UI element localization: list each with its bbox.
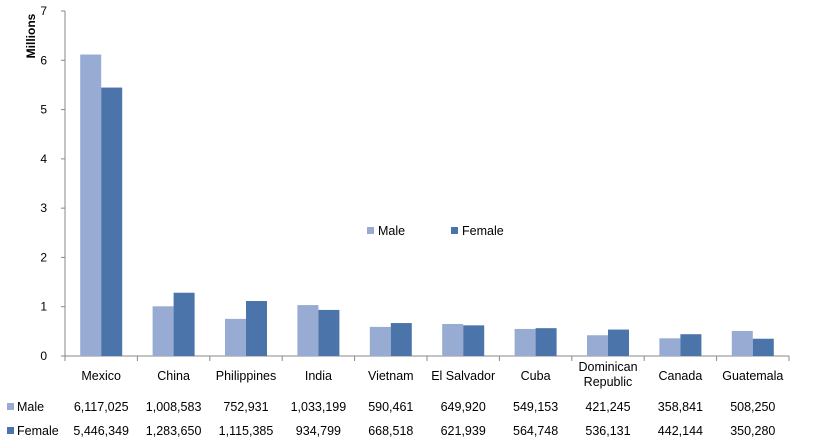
bar-male [225, 318, 246, 356]
y-tick-label: 3 [40, 201, 47, 215]
table-cell: 549,153 [513, 400, 558, 414]
legend-label-male: Male [378, 224, 405, 238]
table-cell: 358,841 [658, 400, 703, 414]
category-labels: Mexico China Philippines India Vietnam El Sal… [81, 360, 783, 389]
y-axis-label: Millions [24, 13, 38, 58]
legend-swatch-male [367, 227, 374, 234]
table-cell: 421,245 [585, 400, 630, 414]
legend: Male Female [367, 224, 504, 238]
category-label: El Salvador [431, 369, 495, 383]
y-tick-label: 5 [40, 103, 47, 117]
y-tick-label: 1 [40, 300, 47, 314]
table-cell: 649,920 [441, 400, 486, 414]
table-cell: 621,939 [441, 424, 486, 438]
table-cell: 1,008,583 [146, 400, 202, 414]
table-swatch-female [7, 427, 14, 434]
bar-male [80, 54, 102, 356]
table-cell: 752,931 [223, 400, 268, 414]
y-tick-label: 7 [40, 4, 47, 18]
bar-male [659, 338, 681, 356]
category-label: Philippines [216, 369, 276, 383]
table-cell: 1,283,650 [146, 424, 202, 438]
table-row-label: Male [17, 400, 44, 414]
table-cell: 564,748 [513, 424, 558, 438]
table-cell: 536,131 [585, 424, 630, 438]
y-tick-label: 0 [40, 349, 47, 363]
y-tick-label: 4 [40, 152, 47, 166]
legend-swatch-female [451, 227, 458, 234]
bar-male [731, 330, 753, 356]
y-tick-label: 6 [40, 53, 47, 67]
category-label: Canada [659, 369, 703, 383]
bar-male [587, 335, 608, 356]
category-label: Cuba [521, 369, 551, 383]
bar-female [680, 334, 702, 356]
table-cell: 934,799 [296, 424, 341, 438]
bar-male [152, 306, 174, 356]
bar-female [318, 309, 340, 356]
table-cell: 5,446,349 [73, 424, 129, 438]
bar-female [173, 292, 195, 356]
table-cell: 6,117,025 [74, 400, 129, 414]
bar-female [390, 323, 412, 356]
bar-male [297, 305, 319, 356]
table-cell: 508,250 [730, 400, 775, 414]
category-label: Dominican [578, 360, 637, 374]
bar-female [752, 338, 774, 356]
table-cell: 1,115,385 [219, 424, 274, 438]
table-swatch-male [7, 403, 14, 410]
bar-female [608, 329, 629, 356]
category-label: Republic [584, 375, 633, 389]
bar-female [101, 87, 123, 356]
table-cell: 590,461 [368, 400, 413, 414]
bar-male [514, 328, 536, 356]
table-cell: 1,033,199 [291, 400, 347, 414]
bar-female [246, 301, 267, 356]
bar-female [463, 325, 485, 356]
bars [80, 54, 774, 356]
table-cell: 350,280 [730, 424, 775, 438]
category-label: Mexico [81, 369, 121, 383]
legend-label-female: Female [462, 224, 504, 238]
table-cell: 668,518 [368, 424, 413, 438]
category-label: Guatemala [722, 369, 783, 383]
y-tick-label: 2 [40, 250, 47, 264]
bar-female [535, 328, 557, 356]
bar-male [369, 326, 391, 356]
table-cell: 442,144 [658, 424, 703, 438]
table-row-label: Female [17, 424, 59, 438]
data-table: Male 6,117,025 1,008,583 752,931 1,033,199 59… [7, 400, 775, 438]
bar-male [442, 323, 464, 356]
category-label: Vietnam [368, 369, 414, 383]
category-label: India [305, 369, 332, 383]
category-label: China [157, 369, 190, 383]
